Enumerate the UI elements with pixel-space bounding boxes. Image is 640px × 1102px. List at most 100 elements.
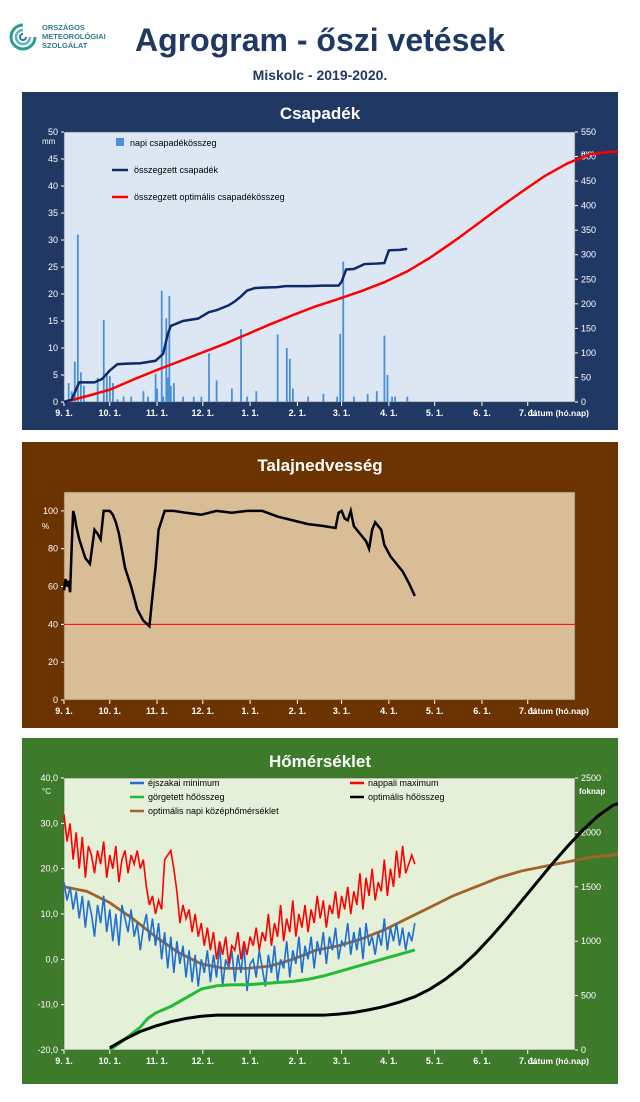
y2-tick-label: 200	[581, 299, 596, 309]
temperature-panel: Hőmérséklet 9. 1. 10. 1. 11. 1. 12. 1. 1. 1.…	[22, 738, 618, 1084]
precip-bar	[112, 383, 114, 402]
precip-bar	[67, 383, 70, 402]
precip-bar	[147, 396, 149, 402]
precip-bar	[394, 396, 397, 402]
y2-tick-label: 500	[581, 152, 596, 162]
soil-moisture-panel: Talajnedvesség 9. 1. 10. 1. 11. 1. 12. 1. 1.…	[22, 442, 618, 728]
x-tick-label: 12. 1.	[192, 706, 215, 716]
x-axis-label: dátum (hó.nap)	[528, 706, 590, 716]
precip-bar	[154, 373, 157, 402]
x-axis-label: dátum (hó.nap)	[528, 408, 590, 418]
precip-bar	[182, 396, 184, 402]
y-tick-label: 80	[48, 544, 58, 554]
y2-tick-label: 550	[581, 127, 596, 137]
precipitation-panel: Csapadék 9. 1. 10. 1. 11. 1. 12. 1. 1. 1. 2. …	[22, 92, 618, 430]
precip-bar	[336, 396, 339, 402]
y2-tick-label: 300	[581, 250, 596, 260]
y2-tick-label: 50	[581, 372, 591, 382]
legend-label: éjszakai minimum	[148, 778, 220, 788]
precip-bar	[307, 396, 310, 402]
optimal-cumulative-line	[63, 150, 618, 404]
x-tick-label: 1. 1.	[241, 1056, 259, 1066]
optimal-heat-sum-line	[109, 802, 618, 1050]
y2-tick-label: 150	[581, 323, 596, 333]
x-tick-label: 11. 1.	[146, 706, 168, 716]
y-tick-label: 50	[48, 127, 58, 137]
precip-bar	[122, 396, 125, 402]
precip-bar	[386, 375, 389, 402]
y2-tick-label: 450	[581, 176, 596, 186]
y-tick-label: -10,0	[37, 1000, 58, 1010]
x-tick-label: 9. 1.	[55, 1056, 73, 1066]
x-tick-label: 4. 1.	[380, 706, 398, 716]
plot-area	[63, 131, 576, 403]
precip-bar	[162, 396, 165, 402]
page-subtitle: Miskolc - 2019-2020.	[252, 67, 388, 83]
precipitation-title: Csapadék	[279, 104, 361, 123]
x-tick-label: 5. 1.	[426, 1056, 444, 1066]
precip-bar	[383, 335, 386, 402]
y-tick-label: 35	[48, 208, 58, 218]
x-tick-label: 2. 1.	[289, 408, 307, 418]
logo-swirl-icon	[9, 23, 37, 51]
y-tick-label: 30	[48, 235, 58, 245]
x-tick-label: 2. 1.	[289, 706, 307, 716]
precip-bar	[208, 353, 210, 402]
y-tick-label: 5	[53, 370, 58, 380]
y2-axis-unit: mm	[581, 149, 595, 158]
y-tick-label: 60	[48, 582, 58, 592]
y-tick-label: 20	[48, 657, 58, 667]
logo-line-2: METEOROLÓGIAI	[42, 32, 106, 41]
precip-bar	[406, 396, 409, 402]
min-temp-line	[63, 882, 416, 992]
precip-bar	[142, 391, 145, 402]
x-tick-label: 3. 1.	[333, 706, 351, 716]
x-tick-label: 6. 1.	[473, 408, 491, 418]
y2-tick-label: 0	[581, 1045, 586, 1055]
y-axis-unit: mm	[42, 137, 56, 146]
y-tick-label: 40	[48, 181, 58, 191]
logo-line-3: SZOLGÁLAT	[42, 41, 88, 50]
precip-bar	[375, 391, 378, 402]
y-tick-label: 0	[53, 397, 58, 407]
precip-bar	[285, 348, 288, 402]
precip-bar	[76, 234, 79, 402]
y-tick-label: 10	[48, 343, 58, 353]
temperature-chart: 9. 1. 10. 1. 11. 1. 12. 1. 1. 1. 2. 1. 3. 1. 4.…	[37, 773, 618, 1066]
legend-label: optimális hőösszeg	[368, 792, 445, 802]
soil-moisture-line	[62, 505, 416, 629]
legend-label-bars: napi csapadékösszeg	[130, 138, 217, 148]
precip-bar	[200, 396, 203, 402]
precip-bar	[166, 377, 169, 402]
precip-bar	[192, 396, 195, 402]
x-tick-label: 7. 1.	[519, 1056, 537, 1066]
y2-axis-unit: foknap	[579, 787, 605, 796]
soil-moisture-chart: 9. 1. 10. 1. 11. 1. 12. 1. 1. 1. 2. 1. 3. 1. 4.…	[42, 491, 590, 716]
y-tick-label: 15	[48, 316, 58, 326]
precip-bar	[168, 296, 171, 402]
y-tick-label: 0,0	[45, 954, 58, 964]
y-axis-unit: °C	[42, 787, 51, 796]
legend-label: nappali maximum	[368, 778, 439, 788]
precip-bar	[255, 391, 258, 402]
x-tick-label: 1. 1.	[241, 706, 259, 716]
x-tick-label: 10. 1.	[98, 706, 121, 716]
y-axis-unit: %	[42, 522, 49, 531]
x-tick-label: 7. 1.	[519, 706, 537, 716]
y-tick-label: 25	[48, 262, 58, 272]
page-title: Agrogram - őszi vetések	[135, 22, 505, 58]
y-tick-label: 100	[43, 506, 58, 516]
x-tick-label: 12. 1.	[192, 408, 215, 418]
legend-label-optimal: összegzett optimális csapadékösszeg	[134, 192, 285, 202]
y2-tick-label: 350	[581, 225, 596, 235]
y2-tick-label: 2000	[581, 827, 601, 837]
precip-bar	[276, 334, 279, 402]
precip-bar	[391, 396, 393, 402]
y-tick-label: 20	[48, 289, 58, 299]
precip-bar	[215, 380, 218, 402]
precip-bar	[288, 358, 291, 402]
x-tick-label: 9. 1.	[55, 706, 73, 716]
x-tick-label: 10. 1.	[98, 1056, 121, 1066]
rolling-heat-sum-line	[108, 948, 416, 1052]
y-tick-label: 10,0	[40, 909, 58, 919]
